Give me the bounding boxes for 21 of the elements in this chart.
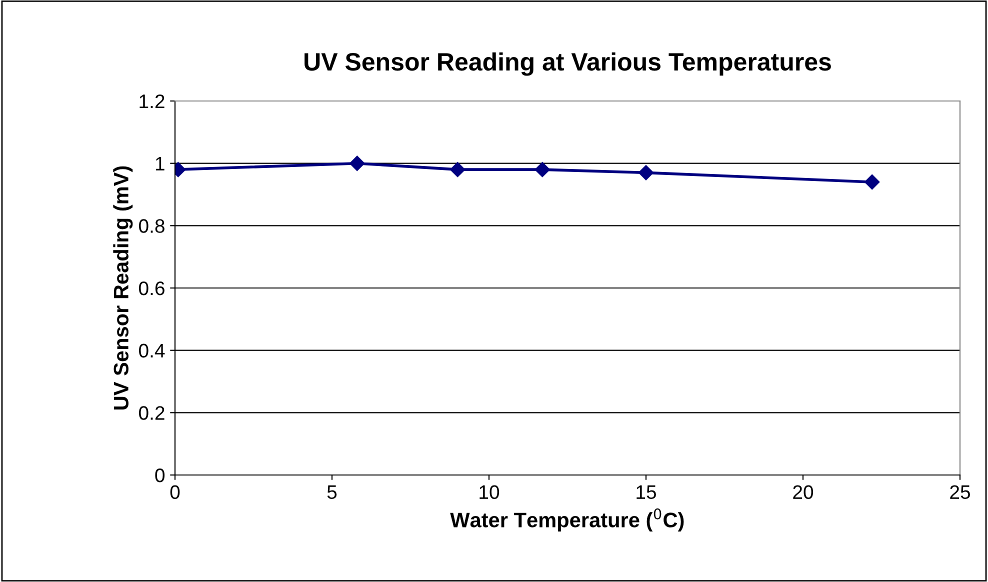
y-tick-label: 0.6 bbox=[139, 281, 164, 296]
y-tick-label: 0 bbox=[155, 468, 165, 482]
point bbox=[450, 162, 466, 178]
x-tick-label: 15 bbox=[636, 485, 656, 500]
x-tick-label: 20 bbox=[793, 485, 814, 500]
x-tick-label: 10 bbox=[480, 485, 500, 500]
x-tick-label: 5 bbox=[327, 485, 337, 500]
y-tick-label: 0.4 bbox=[139, 344, 165, 358]
point bbox=[350, 156, 365, 171]
point bbox=[864, 174, 880, 190]
y-tick-label: 1 bbox=[156, 157, 164, 170]
x-axis-title: Water Temperature ($^{0}$C) bbox=[450, 508, 684, 532]
point bbox=[534, 162, 550, 178]
y-tick-label: 0.2 bbox=[139, 406, 164, 420]
chart-title: UV Sensor Reading at Various Temperatures bbox=[304, 52, 831, 76]
y-axis-title: UV Sensor Reading (mV) bbox=[113, 166, 133, 410]
x-tick-label: 0 bbox=[170, 485, 180, 500]
y-tick-label: 1.2 bbox=[140, 94, 164, 108]
y-tick-label: 0.8 bbox=[139, 219, 164, 233]
x-tick-label: 25 bbox=[950, 485, 970, 500]
point bbox=[638, 165, 654, 180]
